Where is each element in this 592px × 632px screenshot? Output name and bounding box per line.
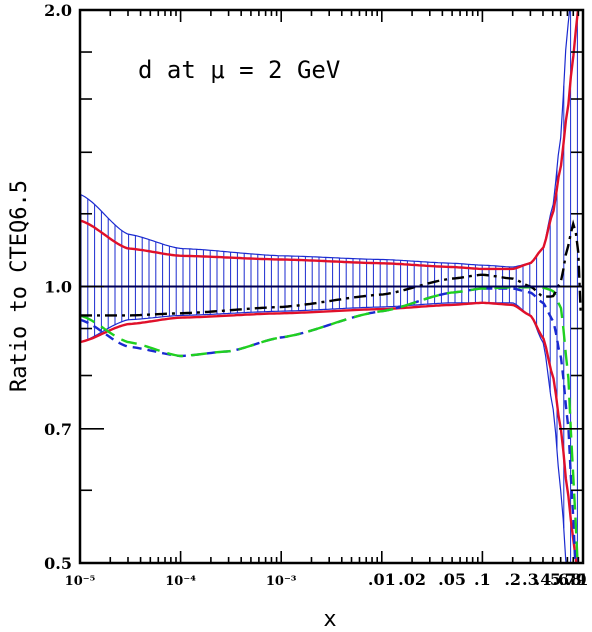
y-tick-label: 0.7 bbox=[44, 420, 72, 439]
x-tick-label: .2 bbox=[504, 570, 521, 589]
series-line-2 bbox=[80, 301, 578, 563]
x-tick-label: 10⁻⁴ bbox=[165, 574, 196, 589]
axis-ticks bbox=[79, 9, 584, 564]
y-tick-labels: 0.5 0.7 1.0 2.0 bbox=[44, 1, 72, 573]
series-line-4 bbox=[80, 286, 579, 563]
x-tick-label: 10⁻⁵ bbox=[65, 574, 96, 589]
x-tick-label: .4 bbox=[535, 570, 552, 589]
y-tick-label: 0.5 bbox=[44, 554, 72, 573]
x-tick-label: .01 bbox=[368, 570, 396, 589]
x-tick-label: .6 bbox=[552, 570, 569, 589]
x-tick-label: .5 bbox=[544, 570, 561, 589]
x-axis-title: x bbox=[323, 607, 336, 632]
band-upper-edge bbox=[80, 10, 571, 268]
x-tick-label: .02 bbox=[398, 570, 426, 589]
x-tick-label: .3 bbox=[522, 570, 539, 589]
series-line-3 bbox=[80, 287, 577, 563]
x-tick-label: .7 bbox=[559, 570, 576, 589]
x-tick-labels: 10⁻⁵ 10⁻⁴ 10⁻³ .01.02 .05 .1 .2.3.4.5.6.7.8.91 bbox=[65, 570, 589, 589]
series-line-5 bbox=[80, 219, 582, 317]
y-axis-title: Ratio to CTEQ6.5 bbox=[7, 180, 32, 392]
y-tick-label: 2.0 bbox=[44, 1, 72, 20]
x-tick-label: 10⁻³ bbox=[266, 574, 297, 589]
x-tick-label: .1 bbox=[474, 570, 491, 589]
band-lower-edge bbox=[80, 302, 567, 563]
x-tick-label: 1 bbox=[577, 570, 588, 589]
series-line-1 bbox=[80, 10, 580, 271]
y-tick-label: 1.0 bbox=[44, 278, 72, 297]
x-tick-label: .05 bbox=[438, 570, 466, 589]
x-tick-label: .9 bbox=[570, 570, 587, 589]
series-lines bbox=[80, 10, 582, 563]
x-tick-label: .8 bbox=[565, 570, 582, 589]
plot-annotation: d at μ = 2 GeV bbox=[138, 56, 340, 84]
